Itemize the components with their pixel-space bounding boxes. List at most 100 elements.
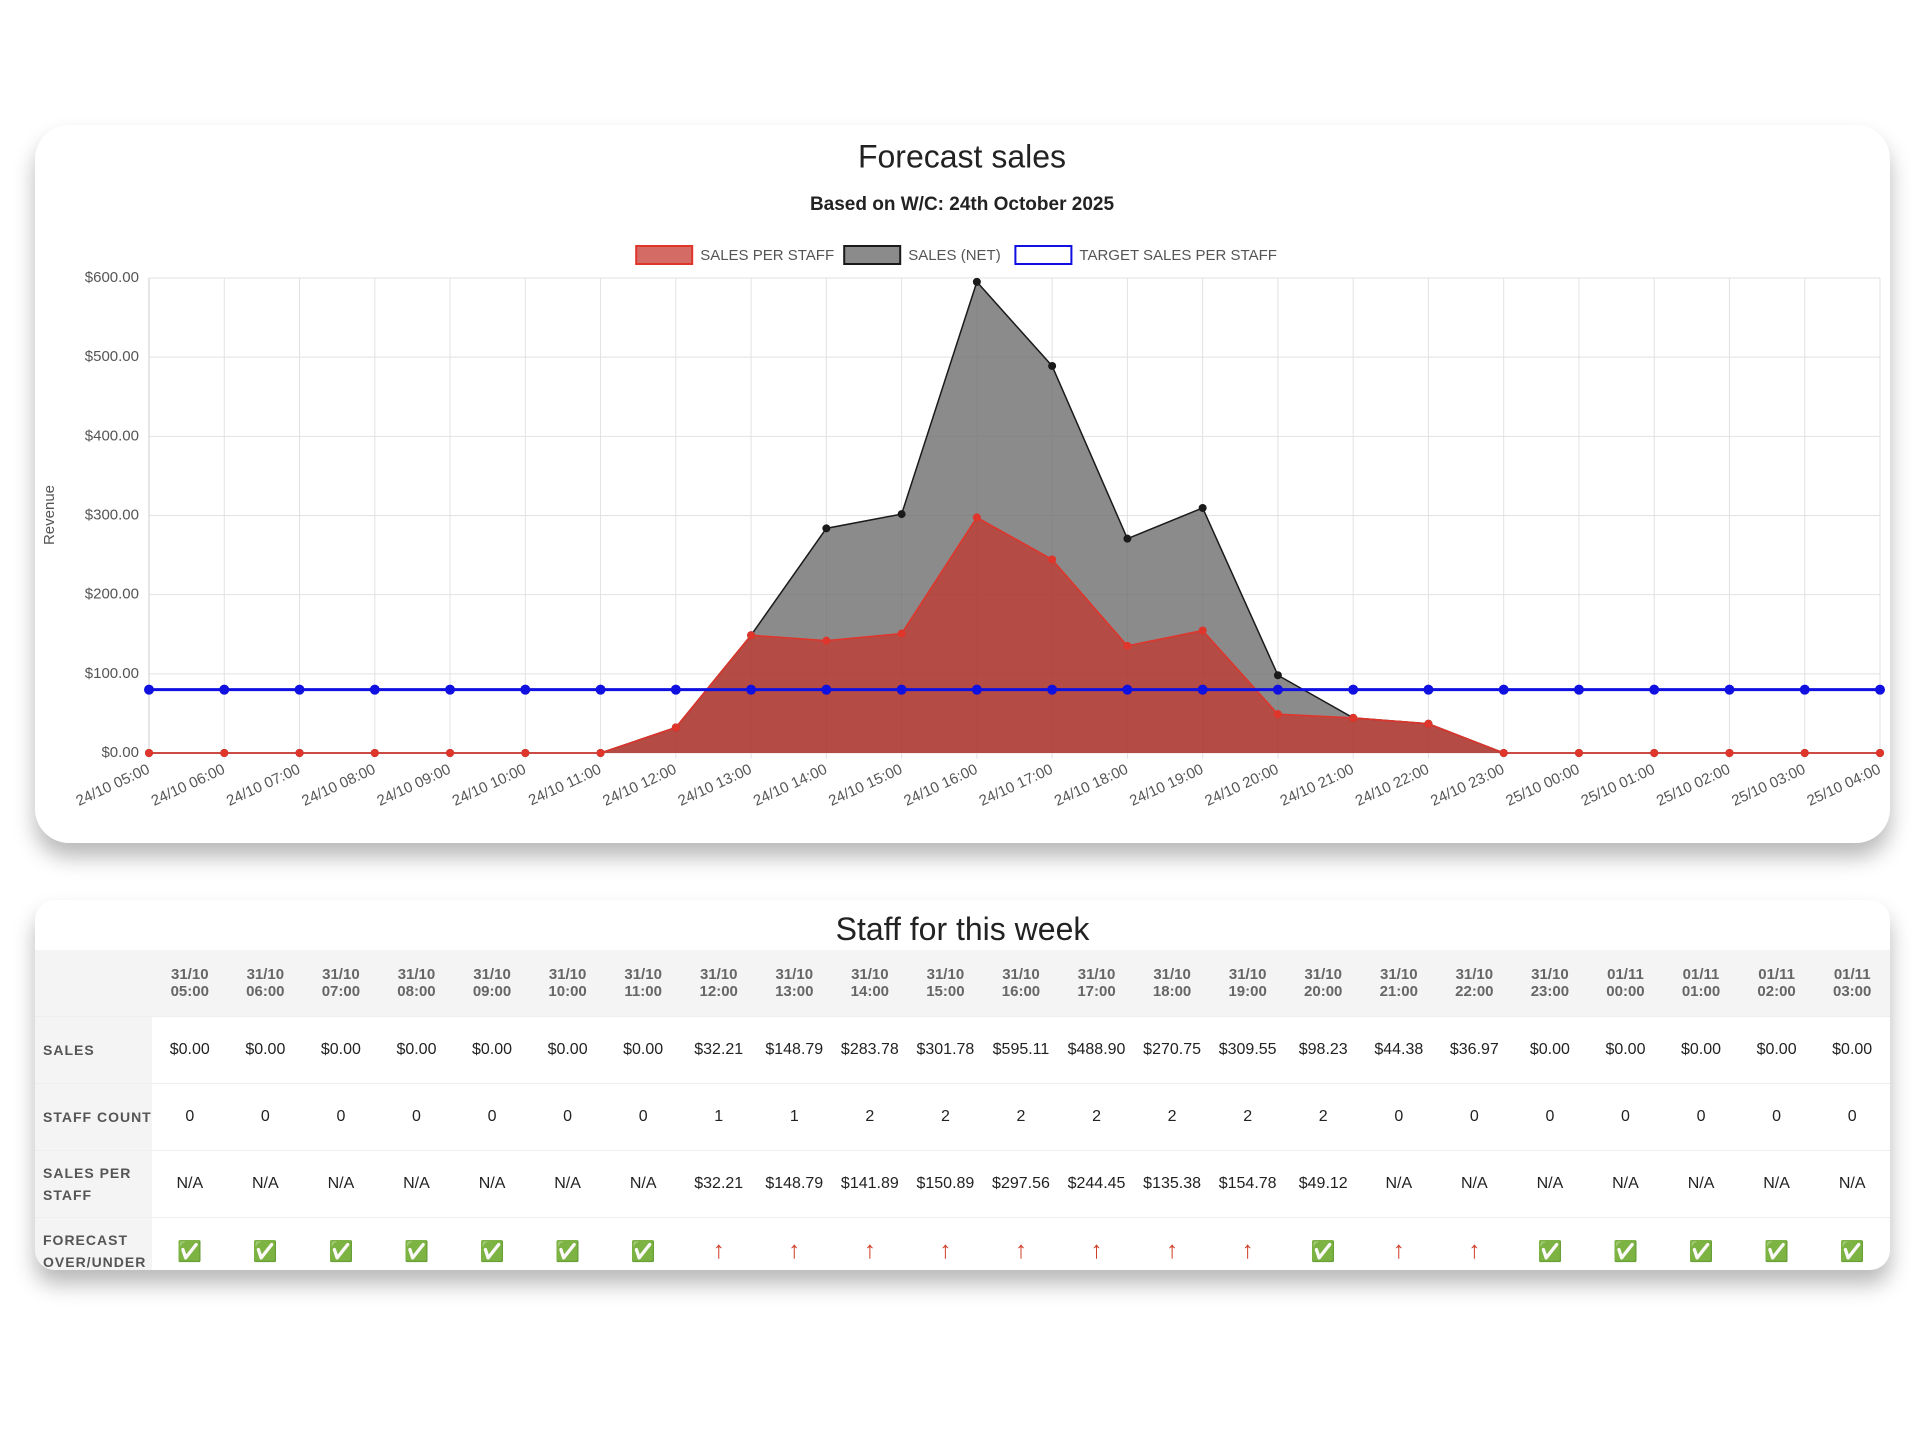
point [1048, 361, 1057, 370]
cell: 0 [1814, 1083, 1890, 1151]
point [1800, 749, 1809, 757]
cell: 2 [832, 1083, 908, 1151]
point [1197, 684, 1208, 695]
header-row: 31/10 05:00 31/10 06:00 31/10 07:00 31/10 0… [35, 950, 1890, 1017]
column-header: 31/10 17:00 [1058, 950, 1135, 1017]
x-tick-label: 24/10 22:00 [1353, 761, 1432, 810]
point [670, 684, 681, 695]
cell: ↑ [756, 1217, 833, 1270]
cell: $0.00 [152, 1016, 228, 1084]
cell: ↑ [1209, 1217, 1286, 1270]
cell: $154.78 [1209, 1150, 1286, 1218]
cell: $297.56 [983, 1150, 1059, 1218]
cell: N/A [529, 1150, 606, 1218]
x-tick-label: 24/10 15:00 [826, 761, 905, 810]
cell: $244.45 [1058, 1150, 1135, 1218]
cell: ✅ [227, 1217, 304, 1270]
cell: N/A [303, 1150, 379, 1218]
cell: $150.89 [907, 1150, 984, 1218]
column-header: 01/11 03:00 [1814, 950, 1890, 1017]
point [1875, 684, 1885, 695]
cell: ↑ [1361, 1217, 1437, 1270]
table-row: FORECAST OVER/UNDER ✅ ✅ ✅ ✅ ✅ ✅ ✅ ↑ ↑ ↑ ↑ ↑ ↑ ↑ ↑ ✅ ↑ ↑ ✅ ✅ ✅… [35, 1217, 1890, 1270]
point [671, 723, 680, 732]
column-header: 31/10 15:00 [907, 950, 984, 1017]
point [1573, 684, 1584, 695]
cell: ↑ [1134, 1217, 1210, 1270]
y-tick-label: $300.00 [85, 506, 139, 523]
cell: ↑ [832, 1217, 908, 1270]
x-tick-label: 24/10 11:00 [526, 761, 604, 809]
table-card: Staff for this week 31/10 05:00 31/10 06:… [35, 900, 1890, 1270]
cell: ✅ [152, 1217, 228, 1270]
column-header: 01/11 02:00 [1738, 950, 1815, 1017]
x-tick-label: 24/10 06:00 [149, 761, 228, 810]
cell: 2 [983, 1083, 1059, 1151]
cell: ↑ [680, 1217, 757, 1270]
cell: ↑ [907, 1217, 984, 1270]
cell: 0 [1587, 1083, 1664, 1151]
table-row: SALES $0.00 $0.00 $0.00 $0.00 $0.00 $0.00 $0.00… [35, 1016, 1890, 1084]
cell: ✅ [529, 1217, 606, 1270]
point [1650, 749, 1659, 757]
column-header: 31/10 13:00 [756, 950, 833, 1017]
cell: ✅ [1285, 1217, 1361, 1270]
point [821, 684, 832, 695]
point [295, 749, 304, 757]
column-header: 31/10 05:00 [152, 950, 228, 1017]
line [149, 516, 1880, 754]
cell: $141.89 [832, 1150, 908, 1218]
cell: $0.00 [1814, 1016, 1890, 1084]
x-tick-label: 24/10 09:00 [374, 761, 453, 810]
point [1423, 684, 1434, 695]
cell: 0 [605, 1083, 681, 1151]
point [1048, 555, 1057, 564]
point [370, 749, 379, 757]
cell: $98.23 [1285, 1016, 1361, 1084]
cell: $148.79 [756, 1150, 833, 1218]
x-tick-label: 24/10 07:00 [224, 761, 303, 810]
cell: $270.75 [1134, 1016, 1210, 1084]
column-header: 31/10 18:00 [1134, 950, 1210, 1017]
y-tick-label: $600.00 [85, 269, 139, 286]
cell: ✅ [1663, 1217, 1739, 1270]
row-label: SALES PER STAFF [35, 1150, 152, 1218]
cell: 0 [1436, 1083, 1513, 1151]
cell: N/A [227, 1150, 304, 1218]
cell: N/A [1663, 1150, 1739, 1218]
cell: N/A [1738, 1150, 1815, 1218]
point [1198, 503, 1207, 512]
row-label: STAFF COUNT [35, 1083, 152, 1151]
cell: 2 [907, 1083, 984, 1151]
cell: 0 [378, 1083, 455, 1151]
cell: ✅ [1587, 1217, 1664, 1270]
point [445, 684, 456, 695]
column-header: 01/11 00:00 [1587, 950, 1664, 1017]
column-header: 31/10 19:00 [1209, 950, 1286, 1017]
cell: N/A [1512, 1150, 1588, 1218]
point [1272, 684, 1283, 695]
point [746, 684, 757, 695]
cell: $0.00 [1738, 1016, 1815, 1084]
point [1273, 710, 1282, 719]
cell: ✅ [378, 1217, 455, 1270]
x-tick-label: 24/10 10:00 [450, 761, 529, 810]
column-header: 31/10 20:00 [1285, 950, 1361, 1017]
cell: 0 [529, 1083, 606, 1151]
area [149, 517, 1880, 753]
cell: 0 [1361, 1083, 1437, 1151]
x-tick-label: 25/10 04:00 [1804, 761, 1883, 810]
cell: ✅ [454, 1217, 530, 1270]
legend-label: TARGET SALES PER STAFF [1079, 247, 1277, 264]
point [1348, 684, 1359, 695]
point [520, 684, 531, 695]
x-tick-label: 24/10 18:00 [1052, 761, 1131, 810]
cell: $0.00 [303, 1016, 379, 1084]
column-header: 31/10 09:00 [454, 950, 530, 1017]
cell: ✅ [605, 1217, 681, 1270]
point [1574, 749, 1583, 757]
row-label: FORECAST OVER/UNDER [35, 1217, 152, 1270]
table-row: STAFF COUNT 0 0 0 0 0 0 0 1 1 2 2 2 2 2 2 2 0 0 0 0 0 0 0 [35, 1083, 1890, 1151]
point [1123, 641, 1132, 650]
